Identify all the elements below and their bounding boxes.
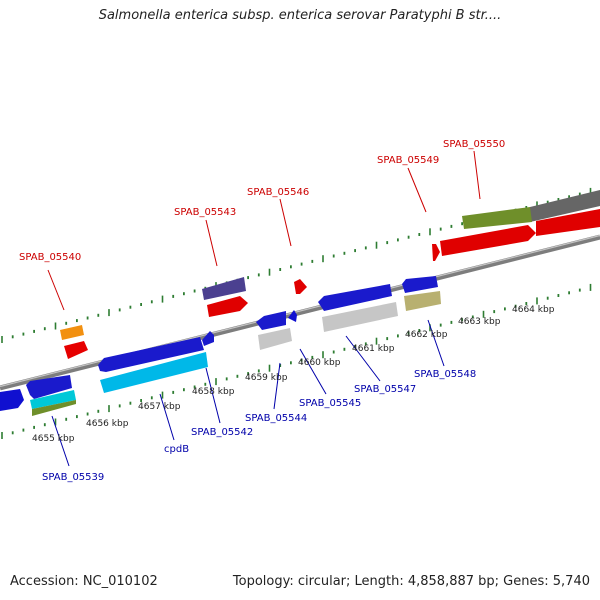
gene-label-cpdb: cpdB — [164, 444, 189, 455]
scale-label-4658: 4658 kbp — [192, 387, 235, 397]
gene-spab-05539-blue-feature — [26, 375, 72, 399]
gene-spab-05550-feature — [440, 225, 536, 256]
scale-label-4657: 4657 kbp — [138, 402, 181, 412]
accession-label: Accession: NC_010102 — [10, 574, 158, 589]
gene-label-spab-05549: SPAB_05549 — [377, 155, 439, 166]
scale-label-4661: 4661 kbp — [352, 344, 395, 354]
scale-label-4664: 4664 kbp — [512, 305, 555, 315]
callout-spab-05540 — [47, 269, 65, 311]
gene-cpdb-feature — [100, 352, 208, 393]
gene-spab-05539-olive-feature — [32, 400, 76, 416]
scale-label-4656: 4656 kbp — [86, 419, 129, 429]
tick-marks — [1, 187, 592, 439]
callout-cpdb — [159, 393, 175, 441]
gene-label-spab-05543: SPAB_05543 — [174, 207, 236, 218]
gene-label-spab-05545: SPAB_05545 — [299, 398, 361, 409]
backbone-highlight — [0, 234, 600, 388]
callout-spab-05548 — [427, 319, 445, 367]
gene-spab-05544-top-feature — [207, 296, 248, 317]
gene-spab-05547-blue-feature — [318, 284, 392, 311]
feature-olive-ring — [462, 207, 532, 229]
scale-label-4655: 4655 kbp — [32, 434, 75, 444]
gene-spab-05544b-feature — [288, 310, 297, 322]
gene-spab-05540-feature — [60, 325, 84, 340]
callout-spab-05539 — [51, 415, 70, 467]
gene-spab-05541-feature — [64, 341, 88, 359]
gene-left-edge-feature — [0, 389, 24, 411]
callout-spab-05550 — [473, 150, 481, 200]
genome-title: Salmonella enterica subsp. enterica sero… — [98, 8, 502, 23]
callout-spab-05545 — [299, 348, 327, 395]
gene-spab-05548-olive-feature — [404, 291, 441, 311]
gene-spab-05541-blue-feature — [98, 337, 204, 372]
genome-summary: Topology: circular; Length: 4,858,887 bp… — [232, 574, 590, 589]
callout-spab-05542 — [205, 367, 221, 424]
gene-label-spab-05546: SPAB_05546 — [247, 187, 309, 198]
feature-red-ring — [536, 209, 600, 236]
feature-grey-ring — [530, 190, 600, 222]
gene-spab-05543-feature — [202, 277, 246, 300]
scale-label-4662: 4662 kbp — [405, 330, 448, 340]
gene-label-spab-05539: SPAB_05539 — [42, 472, 104, 483]
gene-label-spab-05542: SPAB_05542 — [191, 427, 253, 438]
gene-spab-05549-feature — [432, 244, 440, 261]
callout-spab-05546 — [279, 198, 292, 247]
gene-spab-05546-feature — [294, 279, 307, 294]
gene-spab-05544-feature — [256, 311, 286, 330]
callout-spab-05547 — [345, 335, 381, 382]
gene-spab-05548-blue-feature — [402, 276, 438, 293]
gene-label-spab-05550: SPAB_05550 — [443, 139, 505, 150]
callout-spab-05543 — [205, 219, 218, 267]
scale-label-4659: 4659 kbp — [245, 373, 288, 383]
scale-label-4663: 4663 kbp — [458, 317, 501, 327]
gene-label-spab-05547: SPAB_05547 — [354, 384, 416, 395]
gene-label-spab-05544: SPAB_05544 — [245, 413, 307, 424]
callout-spab-05544 — [273, 362, 281, 410]
scale-label-4660: 4660 kbp — [298, 358, 341, 368]
gene-label-spab-05540: SPAB_05540 — [19, 252, 81, 263]
callout-spab-05549 — [407, 167, 427, 213]
gene-spab-05547-grey-feature — [322, 302, 398, 332]
gene-spab-05542-feature — [202, 331, 214, 346]
gene-label-spab-05548: SPAB_05548 — [414, 369, 476, 380]
gene-spab-05539-cyan-feature — [30, 390, 76, 409]
gene-spab-05545-feature — [258, 328, 292, 350]
